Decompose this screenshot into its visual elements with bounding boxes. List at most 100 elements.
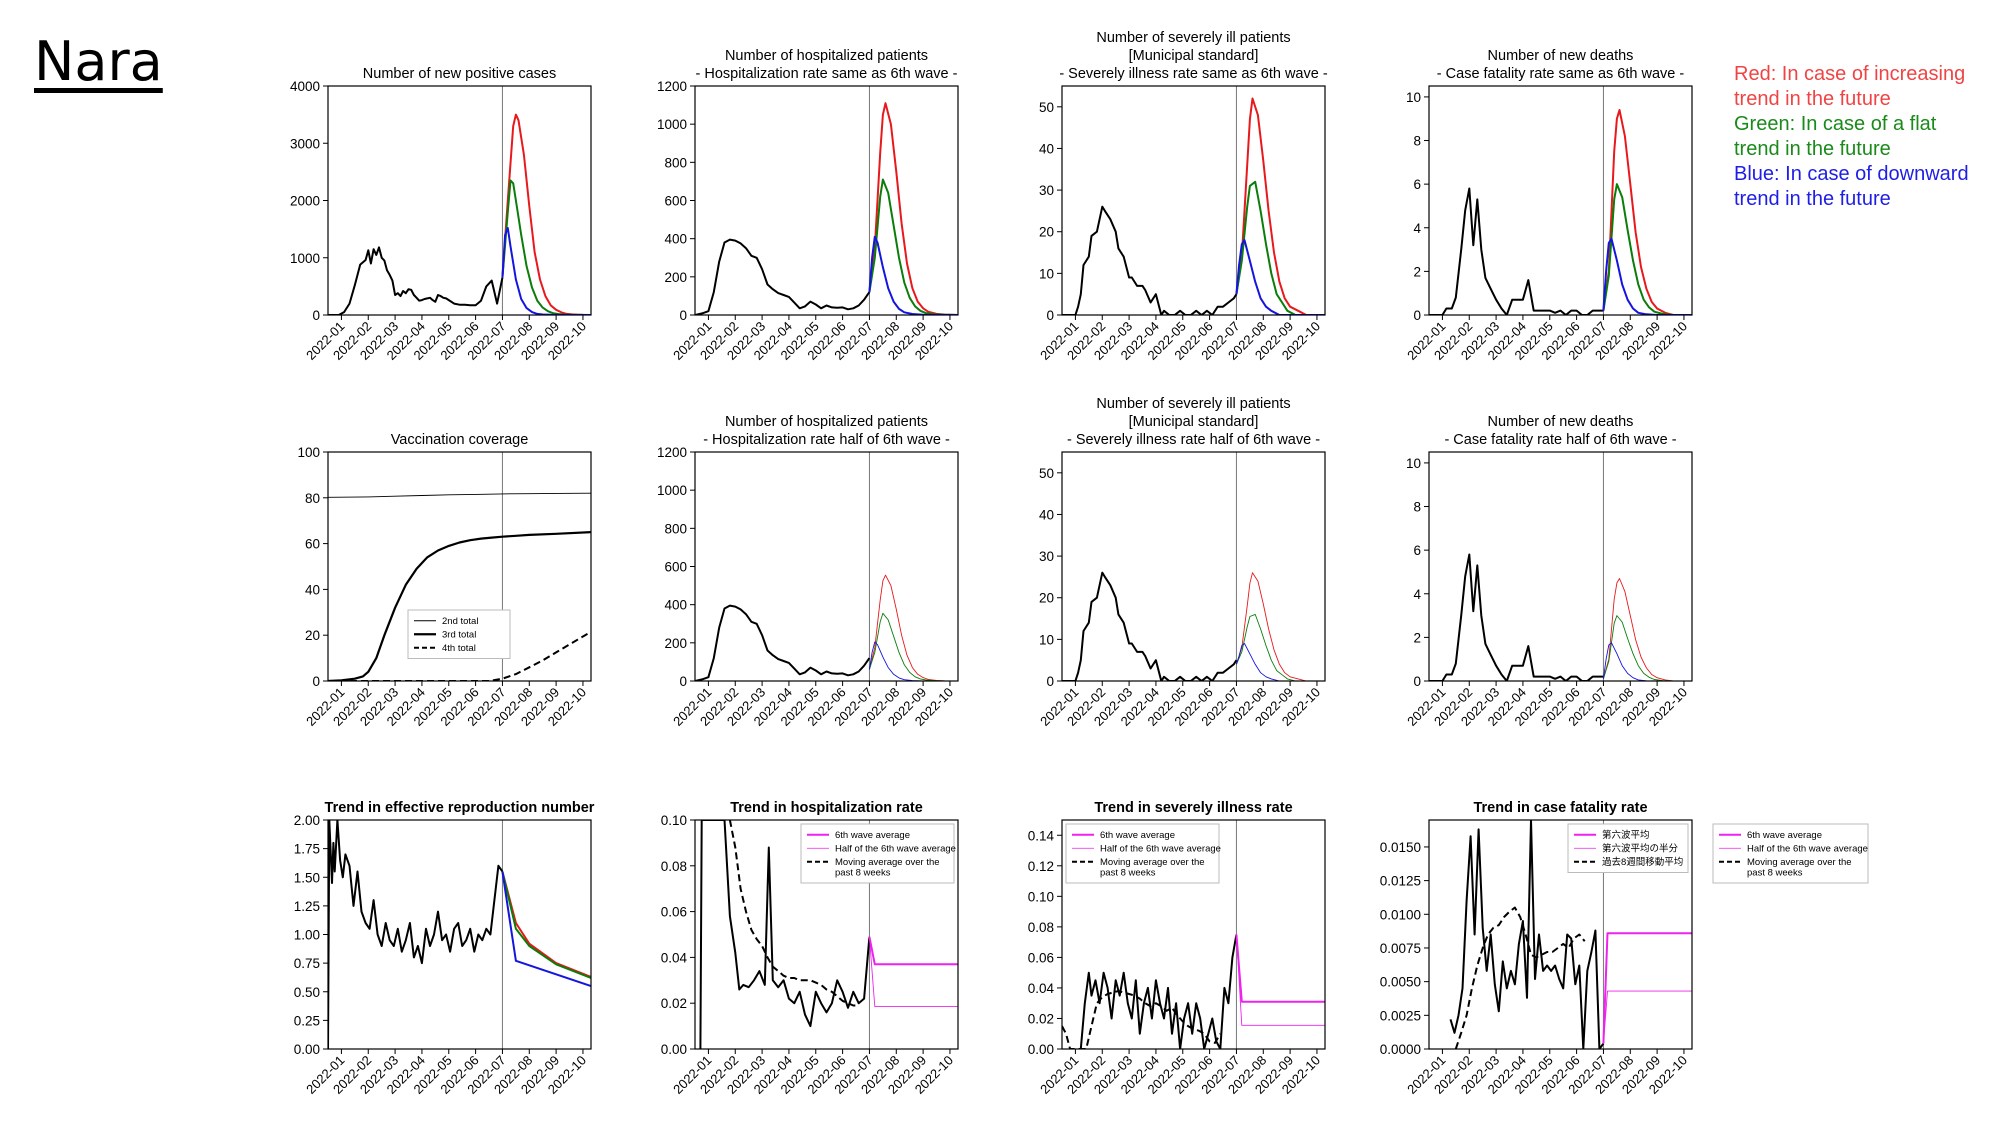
chart-title: Number of new deaths	[1488, 48, 1634, 64]
y-tick-label: 1200	[657, 445, 687, 460]
series-line-red	[1602, 109, 1692, 315]
y-tick-label: 0.25	[294, 1013, 320, 1028]
series-line-green	[868, 178, 958, 315]
plot-frame	[694, 451, 959, 682]
chart-hosp1: Number of hospitalized patients - Hospita…	[657, 48, 959, 363]
series-line-red	[501, 113, 591, 315]
y-tick-label: 0	[679, 308, 687, 323]
series-line-red	[1235, 97, 1325, 315]
y-tick-label: 0.04	[1028, 981, 1055, 996]
plot-frame	[327, 819, 592, 1050]
y-tick-label: 30	[1039, 549, 1054, 564]
series-line-magenta	[1235, 934, 1325, 1026]
y-tick-label: 50	[1039, 100, 1054, 115]
legend-label: 6th wave average	[1100, 830, 1175, 841]
legend-label: Half of the 6th wave average	[835, 843, 956, 854]
series-line-green	[1235, 180, 1325, 315]
y-tick-label: 0.02	[661, 996, 687, 1011]
chart-sevrate: Trend in severely illness rate 0.00 0.02 0.…	[1028, 800, 1326, 1097]
y-tick-label: 0	[312, 308, 320, 323]
series-line-black	[1062, 990, 1222, 1049]
chart-cases: Number of new positive cases 0 1000 2000 300…	[290, 66, 592, 363]
y-tick-label: 200	[664, 270, 687, 285]
chart-severe1: Number of severely ill patients [Municipa…	[1037, 30, 1328, 363]
region-title: Nara	[34, 30, 163, 93]
legend-label: Moving average over the	[1100, 857, 1205, 868]
chart-title: Trend in effective reproduction number	[325, 800, 595, 816]
series-line-black	[695, 604, 871, 681]
legend-label: Moving average over the	[1747, 857, 1852, 868]
y-tick-label: 600	[664, 194, 687, 209]
y-tick-label: 4	[1413, 221, 1421, 236]
y-tick-label: 0.0025	[1380, 1008, 1421, 1023]
y-tick-label: 600	[664, 560, 687, 575]
plot-frame	[694, 85, 959, 316]
chart-title: - Severely illness rate half of 6th wave…	[1067, 432, 1320, 448]
y-tick-label: 0.12	[1028, 859, 1054, 874]
chart-title: Trend in severely illness rate	[1094, 800, 1292, 816]
y-tick-label: 800	[664, 521, 687, 536]
series-line-green	[868, 612, 958, 681]
y-tick-label: 40	[1039, 507, 1054, 522]
series-line-green	[501, 871, 591, 979]
y-tick-label: 60	[305, 537, 320, 552]
y-tick-label: 0.0100	[1380, 907, 1421, 922]
series-line-black	[695, 238, 871, 315]
y-tick-label: 10	[1406, 456, 1421, 471]
y-tick-label: 8	[1413, 134, 1421, 149]
legend-label: 過去8週間移動平均	[1602, 856, 1683, 868]
y-tick-label: 0.08	[1028, 920, 1054, 935]
legend-label: 第六波平均の半分	[1602, 842, 1679, 854]
series-line-magenta	[1602, 932, 1692, 1044]
y-tick-label: 0.10	[661, 813, 687, 828]
y-tick-label: 0.14	[1028, 828, 1055, 843]
y-tick-label: 1.25	[294, 899, 320, 914]
chart-hosp2: Number of hospitalized patients - Hospita…	[657, 414, 959, 729]
y-tick-label: 40	[1039, 141, 1054, 156]
note-green: Green: In case of a flat trend in the fu…	[1734, 113, 1937, 160]
plot-frame	[1061, 85, 1326, 316]
chart-title: Number of hospitalized patients	[725, 48, 928, 64]
chart-title: Trend in hospitalization rate	[730, 800, 923, 816]
y-tick-label: 20	[1039, 591, 1054, 606]
y-tick-label: 2	[1413, 630, 1421, 645]
series-line-blue	[1235, 239, 1325, 315]
y-tick-label: 8	[1413, 500, 1421, 515]
y-tick-label: 3000	[290, 136, 320, 151]
series-line-magenta	[1235, 934, 1325, 1003]
chart-severe2: Number of severely ill patients [Municipa…	[1037, 396, 1326, 729]
legend-label: Half of the 6th wave average	[1100, 843, 1221, 854]
y-tick-label: 0.08	[661, 859, 687, 874]
chart-vacc: Vaccination coverage0204060801002022-012…	[297, 432, 592, 729]
chart-title: Vaccination coverage	[391, 432, 529, 448]
y-tick-label: 0.50	[294, 985, 320, 1000]
series-line-magenta	[1602, 990, 1692, 1044]
y-tick-label: 1000	[657, 483, 687, 498]
series-line-black	[1449, 820, 1605, 1049]
legend-label: Moving average over the	[835, 857, 940, 868]
y-tick-label: 0.75	[294, 956, 320, 971]
y-tick-label: 2000	[290, 194, 320, 209]
series-line-blue	[1602, 237, 1692, 315]
y-tick-label: 0	[312, 674, 320, 689]
plot-frame	[1061, 819, 1326, 1050]
series-line-green	[1602, 615, 1692, 681]
chart-title: - Hospitalization rate half of 6th wave …	[703, 432, 950, 448]
y-tick-label: 800	[664, 155, 687, 170]
y-tick-label: 0.00	[661, 1042, 687, 1057]
plot-frame	[1428, 451, 1693, 682]
series-line-green	[1602, 183, 1692, 315]
chart-title: Number of severely ill patients	[1096, 396, 1290, 412]
series-line-black	[728, 820, 859, 1007]
y-tick-label: 10	[1039, 266, 1054, 281]
y-tick-label: 0.0050	[1380, 975, 1421, 990]
y-tick-label: 10	[1039, 632, 1054, 647]
series-line-black	[1062, 571, 1238, 681]
y-tick-label: 0.0150	[1380, 840, 1421, 855]
series-line-green	[501, 179, 591, 315]
plot-frame	[327, 85, 592, 316]
note-red: Red: In case of increasing trend in the …	[1734, 63, 1966, 110]
chart-hosprate: Trend in hospitalization rate 0.00 0.02 0.0…	[661, 800, 959, 1097]
y-tick-label: 40	[305, 582, 320, 597]
chart-title: Number of new positive cases	[363, 66, 556, 82]
